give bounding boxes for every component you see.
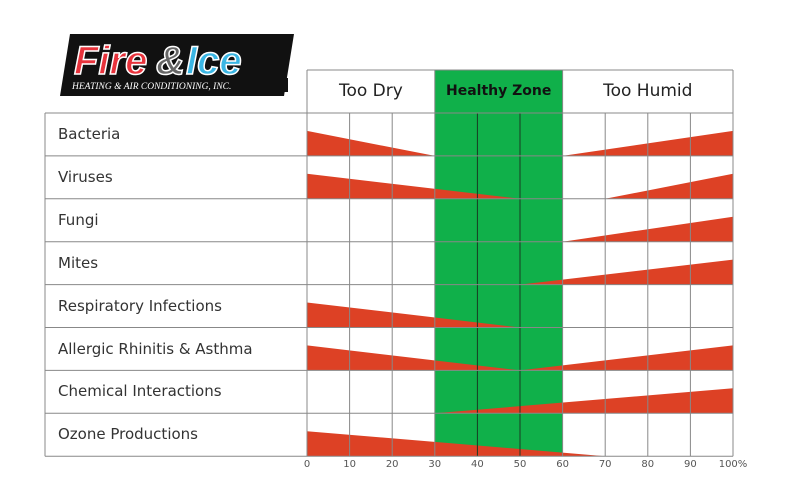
healthy-zone-fill (434, 70, 563, 457)
humid-risk-wedge (434, 388, 733, 414)
row-label: Fungi (58, 210, 99, 229)
logo-ice: Ice (186, 39, 242, 83)
zone-header: Healthy Zone (446, 83, 552, 99)
logo-amp: & (156, 39, 185, 83)
zone-header: Too Dry (338, 81, 403, 101)
x-tick-label: 30 (428, 459, 442, 470)
dry-risk-wedge (307, 302, 520, 328)
row-label: Mites (58, 253, 99, 272)
x-tick-label: 50 (513, 459, 527, 470)
x-tick-label: 60 (556, 459, 569, 470)
x-tick-label: 20 (385, 459, 399, 470)
dry-risk-wedge (307, 173, 520, 199)
row-label: Chemical Interactions (58, 382, 222, 401)
row-label: Ozone Productions (58, 425, 198, 444)
x-tick-label: 10 (343, 459, 356, 470)
row-label: Allergic Rhinitis & Asthma (58, 339, 253, 358)
row-label: Respiratory Infections (58, 296, 222, 315)
x-tick-label: 70 (598, 459, 612, 470)
dry-risk-wedge (307, 345, 520, 371)
humid-risk-wedge (520, 345, 733, 371)
humid-risk-wedge (605, 173, 733, 199)
logo-tagline: HEATING & AIR CONDITIONING, INC. (71, 82, 231, 92)
logo-fire: Fire (74, 39, 147, 83)
x-tick-label: 0 (303, 459, 311, 470)
row-label: Viruses (58, 167, 113, 186)
zone-header: Too Humid (603, 81, 693, 101)
dry-risk-wedge (307, 431, 606, 457)
humid-risk-wedge (520, 259, 733, 285)
x-tick-label: 100% (718, 459, 748, 470)
dry-risk-wedge (307, 130, 435, 156)
x-tick-label: 40 (471, 459, 484, 470)
fire-and-ice-logo: Fire & Ice HEATING & AIR CONDITIONING, I… (60, 34, 294, 96)
row-label: Bacteria (58, 125, 121, 143)
x-tick-label: 80 (641, 459, 655, 470)
x-tick-label: 90 (684, 459, 697, 470)
